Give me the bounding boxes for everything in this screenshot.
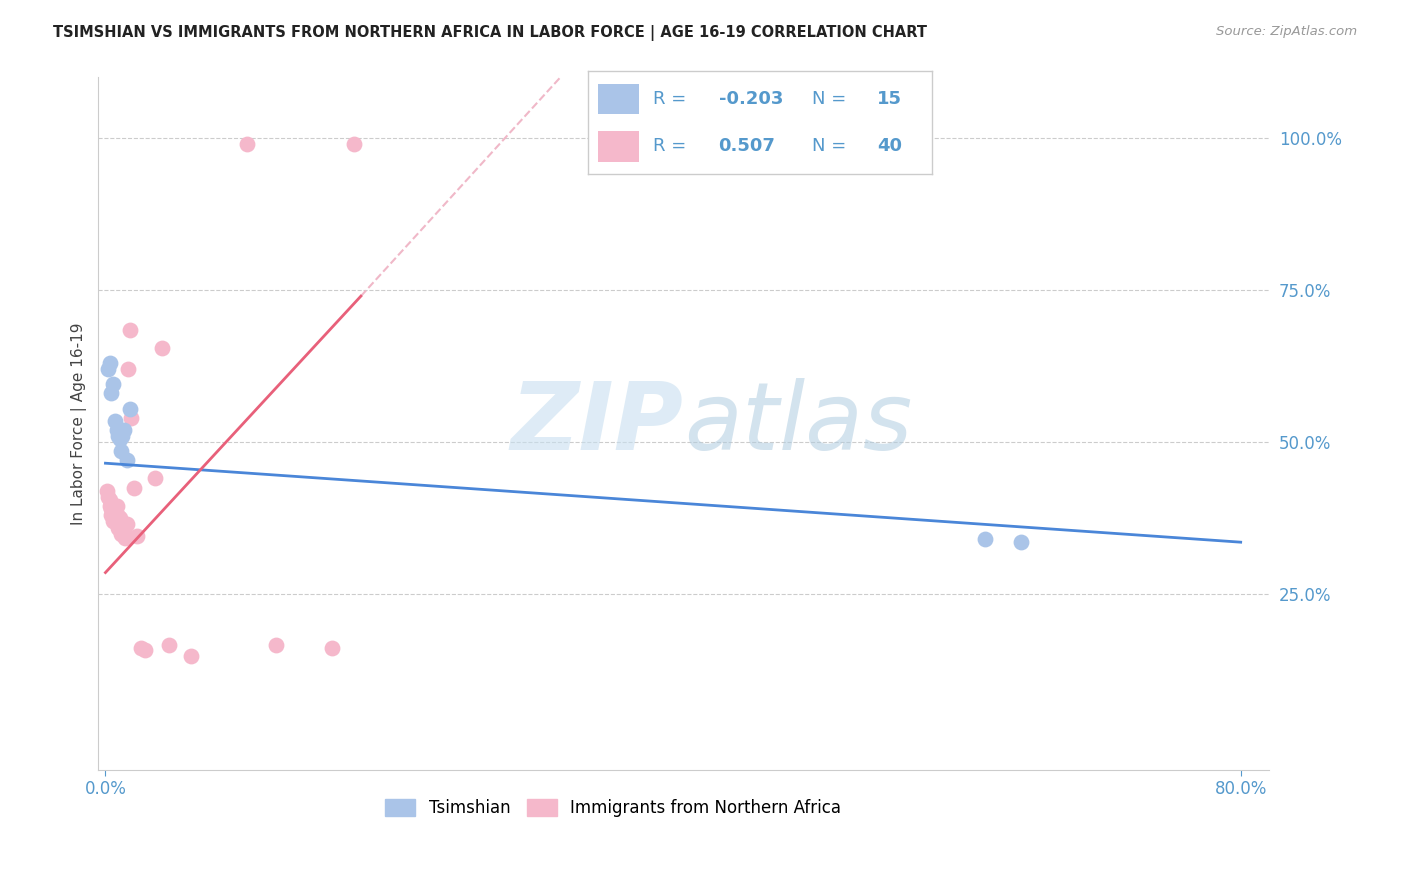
Point <box>98 492 121 507</box>
Point <box>101 508 124 522</box>
Point <box>122 481 145 495</box>
Point <box>107 429 129 443</box>
Point <box>108 432 131 446</box>
Point <box>108 520 131 534</box>
Point <box>103 505 125 519</box>
Text: R =: R = <box>654 137 686 155</box>
Point <box>120 410 142 425</box>
Point <box>98 356 121 370</box>
Point <box>105 514 128 528</box>
Y-axis label: In Labor Force | Age 16-19: In Labor Force | Age 16-19 <box>72 323 87 525</box>
FancyBboxPatch shape <box>598 84 640 114</box>
Point <box>321 641 343 656</box>
Text: 15: 15 <box>877 90 903 108</box>
Point <box>114 531 136 545</box>
Text: R =: R = <box>654 90 686 108</box>
Text: N =: N = <box>811 137 846 155</box>
Point <box>129 641 152 656</box>
Point <box>118 401 141 416</box>
Point <box>111 429 134 443</box>
Point <box>104 501 127 516</box>
Point <box>101 377 124 392</box>
FancyBboxPatch shape <box>598 131 640 161</box>
Point <box>150 341 173 355</box>
Point <box>107 509 129 524</box>
Point <box>117 362 139 376</box>
Point <box>108 511 131 525</box>
Point <box>100 508 122 522</box>
Point <box>97 490 120 504</box>
Point <box>103 514 125 528</box>
Text: Source: ZipAtlas.com: Source: ZipAtlas.com <box>1216 25 1357 38</box>
Text: ZIP: ZIP <box>510 377 683 470</box>
Point <box>143 471 166 485</box>
Text: -0.203: -0.203 <box>718 90 783 108</box>
Text: atlas: atlas <box>683 378 912 469</box>
Point <box>125 529 148 543</box>
Point <box>112 529 135 543</box>
Point <box>101 514 124 528</box>
Point <box>112 523 135 537</box>
Point <box>104 414 127 428</box>
Point <box>111 523 134 537</box>
Text: TSIMSHIAN VS IMMIGRANTS FROM NORTHERN AFRICA IN LABOR FORCE | AGE 16-19 CORRELAT: TSIMSHIAN VS IMMIGRANTS FROM NORTHERN AF… <box>53 25 928 41</box>
Point <box>118 322 141 336</box>
Point <box>96 483 118 498</box>
Point <box>115 516 138 531</box>
Point <box>110 520 132 534</box>
Text: 40: 40 <box>877 137 903 155</box>
Point <box>104 511 127 525</box>
Legend: Tsimshian, Immigrants from Northern Africa: Tsimshian, Immigrants from Northern Afri… <box>378 792 848 824</box>
Point <box>110 527 132 541</box>
Point <box>180 648 202 663</box>
Point <box>264 639 287 653</box>
Point <box>112 423 135 437</box>
Point <box>100 386 122 401</box>
Point <box>107 521 129 535</box>
Point <box>97 362 120 376</box>
Point <box>100 501 122 516</box>
Point <box>343 137 366 152</box>
Point <box>98 499 121 513</box>
Point <box>105 499 128 513</box>
Point <box>110 444 132 458</box>
Point <box>105 423 128 437</box>
Point <box>115 453 138 467</box>
Point <box>974 532 997 546</box>
Text: N =: N = <box>811 90 846 108</box>
Text: 0.507: 0.507 <box>718 137 776 155</box>
Point <box>134 642 156 657</box>
Point <box>236 137 259 152</box>
Point <box>1010 535 1032 549</box>
Point <box>157 639 180 653</box>
